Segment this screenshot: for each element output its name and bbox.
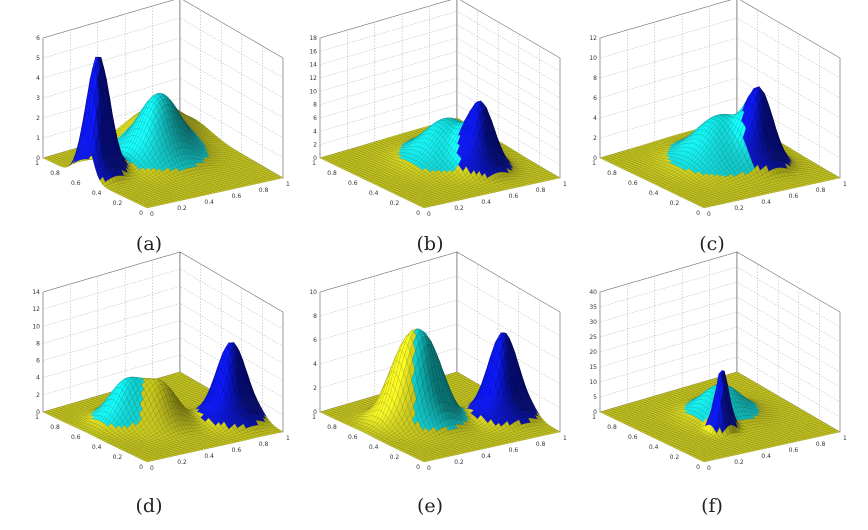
z-tick-label: 8 xyxy=(593,75,597,82)
z-tick-label: 8 xyxy=(313,102,317,109)
z-tick-label: 10 xyxy=(589,55,597,62)
z-tick-label: 6 xyxy=(36,35,40,42)
y-tick-label: 0.8 xyxy=(50,170,60,177)
z-tick-label: 12 xyxy=(309,75,317,82)
z-tick-label: 4 xyxy=(593,115,597,122)
y-tick-label: 1 xyxy=(35,160,39,167)
y-tick-label: 0.6 xyxy=(348,180,358,187)
z-tick-label: 4 xyxy=(313,128,317,135)
y-tick-label: 0.4 xyxy=(369,190,379,197)
z-tick-label: 5 xyxy=(36,55,40,62)
z-tick-label: 3 xyxy=(36,95,40,102)
y-tick-label: 1 xyxy=(312,160,316,167)
y-tick-label: 0 xyxy=(416,210,420,217)
y-tick-label: 0.2 xyxy=(113,200,123,207)
y-tick-label: 0.4 xyxy=(92,190,102,197)
z-tick-label: 2 xyxy=(593,135,597,142)
x-tick-label: 0 xyxy=(427,211,431,218)
x-tick-label: 0.4 xyxy=(204,199,214,206)
x-tick-label: 0.6 xyxy=(509,193,519,200)
z-tick-label: 18 xyxy=(309,35,317,42)
x-tick-label: 0.2 xyxy=(177,205,187,212)
y-tick-label: 0.6 xyxy=(71,180,81,187)
z-tick-label: 12 xyxy=(589,35,597,42)
z-tick-label: 0 xyxy=(36,155,40,162)
z-gridline xyxy=(42,77,284,139)
panel-caption: (a) xyxy=(136,233,162,255)
z-tick-label: 14 xyxy=(309,62,317,69)
y-tick-label: 0.8 xyxy=(327,170,337,177)
x-tick-label: 0.2 xyxy=(454,205,464,212)
x-tick-label: 1 xyxy=(286,181,290,188)
x-tick-label: 0 xyxy=(150,211,154,218)
surface-mesh xyxy=(42,56,284,209)
x-tick-label: 0.6 xyxy=(232,193,242,200)
z-gridline xyxy=(42,0,284,59)
z-gridline xyxy=(42,97,284,159)
z-tick-label: 2 xyxy=(313,142,317,149)
z-tick-label: 16 xyxy=(309,48,317,55)
x-tick-label: 0.4 xyxy=(481,199,491,206)
y-tick-label: 0 xyxy=(139,210,143,217)
panel-caption: (b) xyxy=(417,233,444,255)
x-tick-label: 0.8 xyxy=(536,187,546,194)
z-tick-label: 6 xyxy=(593,95,597,102)
z-tick-label: 4 xyxy=(36,75,40,82)
z-tick-label: 10 xyxy=(309,88,317,95)
y-tick-label: 0.2 xyxy=(390,200,400,207)
z-gridline xyxy=(42,57,284,119)
z-tick-label: 2 xyxy=(36,115,40,122)
z-gridline xyxy=(42,37,284,99)
z-tick-label: 1 xyxy=(36,135,40,142)
x-tick-label: 1 xyxy=(563,181,567,188)
x-tick-label: 0.8 xyxy=(259,187,269,194)
z-tick-label: 6 xyxy=(313,115,317,122)
z-gridline xyxy=(42,17,284,79)
